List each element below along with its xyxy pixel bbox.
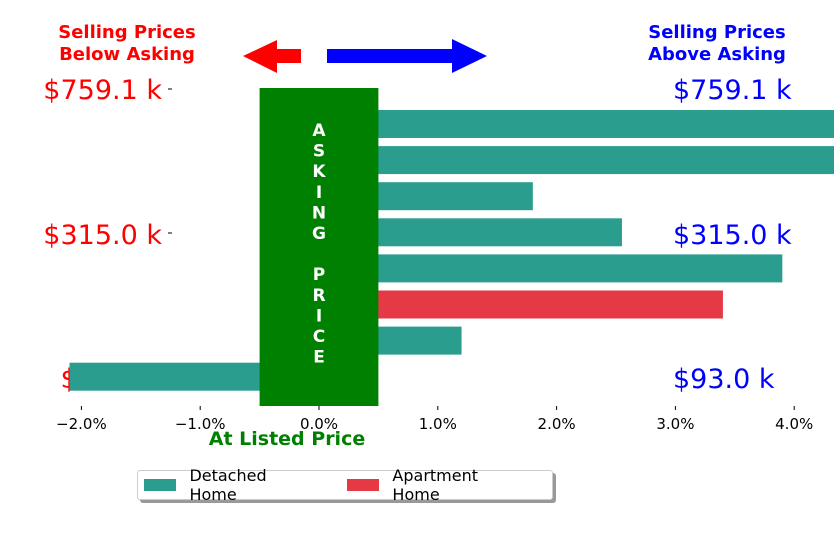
price-label-right-top: $759.1 k (673, 75, 792, 106)
asking-letter: I (316, 306, 322, 326)
asking-letter: N (312, 203, 326, 223)
price-label-left-top: $759.1 k (43, 75, 162, 106)
asking-letter: C (313, 327, 325, 347)
x-axis-label: At Listed Price (209, 428, 365, 450)
asking-letter: R (312, 286, 325, 306)
left-arrow-icon (243, 40, 301, 73)
asking-letter: E (313, 348, 325, 368)
x-tick-label: −1.0% (175, 415, 226, 433)
legend-swatch-apartment (346, 479, 380, 491)
x-tick-label: 4.0% (775, 415, 813, 433)
x-tick-label: 2.0% (538, 415, 576, 433)
price-label-left-mid: $315.0 k (43, 220, 162, 251)
legend-label-apartment: Apartment Home (392, 466, 479, 504)
asking-letter: A (312, 121, 326, 141)
header-left-line2: Below Asking (59, 44, 195, 65)
asking-letter: I (316, 183, 322, 203)
bar-0 (319, 110, 834, 138)
price-label-right-mid: $315.0 k (673, 220, 792, 251)
x-tick-label: 3.0% (656, 415, 694, 433)
bar-1 (319, 146, 834, 175)
x-tick-label: −2.0% (56, 415, 107, 433)
x-tick-label: 0.0% (300, 415, 338, 433)
bar-5 (319, 290, 723, 319)
asking-letter: P (313, 265, 325, 285)
header-left-line1: Selling Prices (58, 22, 195, 43)
x-tick-label: 1.0% (419, 415, 457, 433)
header-right-line1: Selling Prices (648, 22, 785, 43)
asking-price-band (259, 88, 379, 406)
asking-letter: S (313, 142, 325, 162)
price-label-right-bottom: $93.0 k (673, 364, 775, 395)
header-right-line2: Above Asking (648, 44, 786, 65)
legend-swatch-detached (144, 479, 177, 491)
legend-item-detached: Detached Home (144, 466, 313, 504)
legend: Detached Home Apartment Home (137, 466, 553, 504)
asking-letter: G (312, 224, 326, 244)
bar-4 (319, 254, 783, 283)
legend-label-detached: Detached Home (189, 466, 267, 504)
right-arrow-icon (327, 39, 487, 73)
asking-letter: K (312, 162, 326, 182)
legend-item-apartment: Apartment Home (346, 466, 524, 504)
